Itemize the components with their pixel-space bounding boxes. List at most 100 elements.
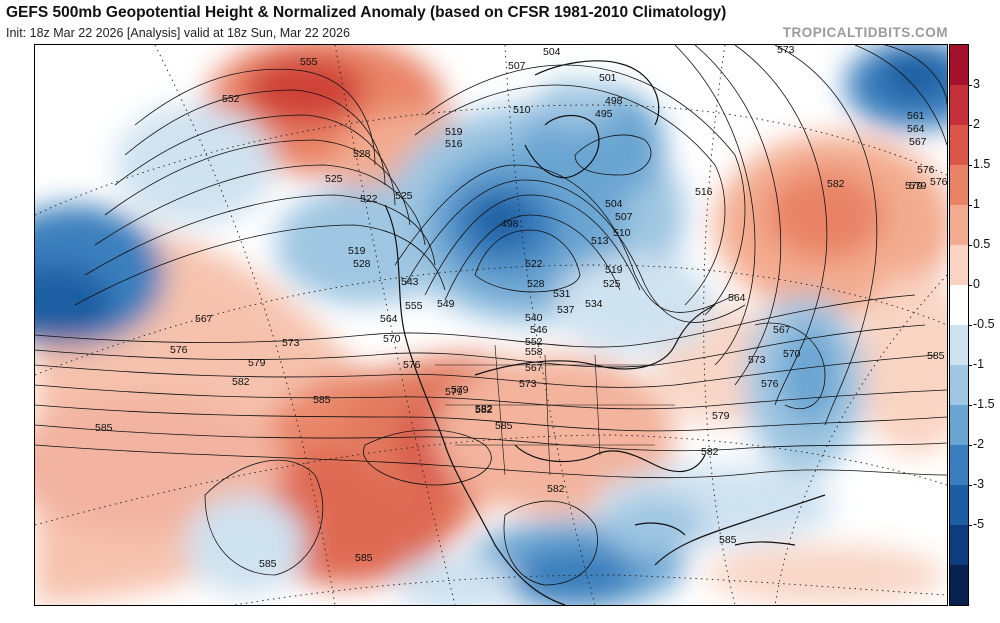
- contour-label: 570: [783, 348, 801, 360]
- contour-label: 576: [930, 176, 947, 188]
- init-valid-time: Init: 18z Mar 22 2026 [Analysis] valid a…: [6, 26, 350, 40]
- contour-label: 576: [403, 359, 421, 371]
- contour-label: 570: [383, 333, 401, 345]
- colorbar-segment: [950, 45, 968, 85]
- contour-label: 585: [719, 534, 737, 546]
- contour-label: 507: [615, 211, 633, 223]
- anomaly-map: 555 552 528 525 522 519 528 543 555 564 …: [34, 44, 948, 606]
- colorbar-label: 3: [973, 77, 980, 91]
- colorbar-label: 2: [973, 117, 980, 131]
- contour-label: 528: [527, 278, 545, 290]
- contour-label: 579: [445, 386, 463, 398]
- anomaly-shading: [35, 45, 947, 605]
- colorbar-segment: [950, 445, 968, 485]
- contour-label: 561: [907, 110, 925, 122]
- contour-label: 567: [909, 136, 927, 148]
- contour-label: 552: [525, 336, 543, 348]
- contour-label: 582: [701, 446, 719, 458]
- contour-label: 573: [748, 354, 766, 366]
- contour-label: 582: [232, 376, 250, 388]
- contour-label: 531: [553, 288, 571, 300]
- contour-label: 495: [595, 108, 613, 120]
- colorbar-segment: [950, 85, 968, 125]
- contour-label: 528: [353, 258, 371, 270]
- chart-title: GEFS 500mb Geopotential Height & Normali…: [6, 4, 727, 21]
- contour-label: 552: [222, 93, 240, 105]
- colorbar-label: -5: [973, 517, 985, 531]
- contour-label: 498: [501, 218, 519, 230]
- contour-label: 573: [519, 378, 537, 390]
- contour-label: 585: [95, 422, 113, 434]
- contour-label: 573: [777, 45, 795, 56]
- contour-label: 582: [547, 483, 565, 495]
- colorbar-label: 1: [973, 197, 980, 211]
- colorbar-label: -3: [973, 477, 985, 491]
- contour-labels: 555 552 528 525 522 519 528 543 555 564 …: [95, 45, 947, 570]
- colorbar-tick: [968, 125, 972, 126]
- contour-label: 540: [525, 312, 543, 324]
- contour-label: 555: [405, 300, 423, 312]
- colorbar-tick: [968, 485, 972, 486]
- contour-label: 504: [605, 198, 623, 210]
- contour-label: 546: [530, 324, 548, 336]
- contour-label: 537: [557, 304, 575, 316]
- contour-label: 579: [451, 384, 469, 396]
- contour-label: 564: [728, 292, 746, 304]
- contour-label: 582: [475, 403, 493, 415]
- contour-label: 519: [605, 264, 623, 276]
- colorbar-segment: [950, 285, 968, 325]
- contour-label: 585: [313, 394, 331, 406]
- contour-label: 534: [585, 298, 603, 310]
- colorbar-segment: [950, 245, 968, 285]
- coastlines: [384, 60, 826, 605]
- colorbar-label: -0.5: [973, 317, 995, 331]
- contour-label: 585: [355, 552, 373, 564]
- contour-label: 510: [613, 227, 631, 239]
- contour-label: 576: [170, 344, 188, 356]
- colorbar-segment: [950, 485, 968, 525]
- contour-label: 498: [605, 95, 623, 107]
- colorbar-label: 1.5: [973, 157, 991, 171]
- contour-label: 516: [695, 186, 713, 198]
- contour-label: 519: [445, 126, 463, 138]
- height-contours: [35, 45, 947, 586]
- lat-lon-grid: [35, 45, 947, 605]
- colorbar-tick: [968, 165, 972, 166]
- site-brand: TROPICALTIDBITS.COM: [782, 25, 948, 40]
- colorbar-label: -2: [973, 437, 985, 451]
- contour-label: 579: [905, 180, 923, 192]
- colorbar-segment: [950, 325, 968, 365]
- contour-label: 525: [325, 173, 343, 185]
- contour-label: 564: [380, 313, 398, 325]
- anomaly-colorbar: [949, 44, 972, 606]
- colorbar-tick: [968, 325, 972, 326]
- colorbar-tick: [968, 525, 972, 526]
- contour-label: 528: [353, 148, 371, 160]
- contour-label: 525: [395, 190, 413, 202]
- contour-label: 522: [360, 193, 378, 205]
- colorbar-label: 0.5: [973, 237, 991, 251]
- colorbar-segment: [950, 205, 968, 245]
- contour-label: 582: [475, 404, 493, 416]
- contour-label: 522: [525, 258, 543, 270]
- contour-label: 510: [513, 104, 531, 116]
- contour-label: 513: [591, 235, 609, 247]
- contour-label: 576: [761, 378, 779, 390]
- colorbar-tick: [968, 285, 972, 286]
- colorbar-label: -1.5: [973, 397, 995, 411]
- colorbar-segment: [950, 525, 968, 565]
- colorbar-segment: [950, 405, 968, 445]
- state-borders: [435, 344, 675, 476]
- contour-label: 555: [300, 56, 318, 68]
- colorbar-segment: [950, 365, 968, 405]
- contour-label: 573: [282, 337, 300, 349]
- colorbar-tick: [968, 445, 972, 446]
- contour-label: 504: [543, 46, 561, 58]
- colorbar-segment: [950, 125, 968, 165]
- contour-label: 564: [907, 123, 925, 135]
- contour-label: 549: [437, 298, 455, 310]
- colorbar-segment: [950, 565, 968, 605]
- contour-label: 501: [599, 72, 617, 84]
- contour-label: 579: [248, 357, 266, 369]
- colorbar-tick: [968, 85, 972, 86]
